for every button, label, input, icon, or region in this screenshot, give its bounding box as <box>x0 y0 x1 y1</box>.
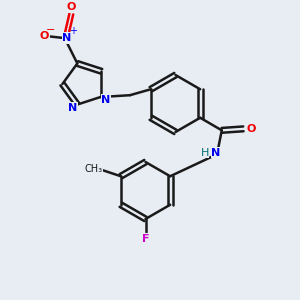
Text: N: N <box>211 148 220 158</box>
Text: O: O <box>67 2 76 12</box>
Text: +: + <box>69 26 77 36</box>
Text: O: O <box>246 124 256 134</box>
Text: N: N <box>101 95 111 105</box>
Text: H: H <box>200 148 209 158</box>
Text: F: F <box>142 233 149 244</box>
Text: CH₃: CH₃ <box>84 164 102 174</box>
Text: N: N <box>62 33 71 43</box>
Text: O: O <box>40 32 49 41</box>
Text: −: − <box>46 25 56 35</box>
Text: N: N <box>68 103 77 112</box>
